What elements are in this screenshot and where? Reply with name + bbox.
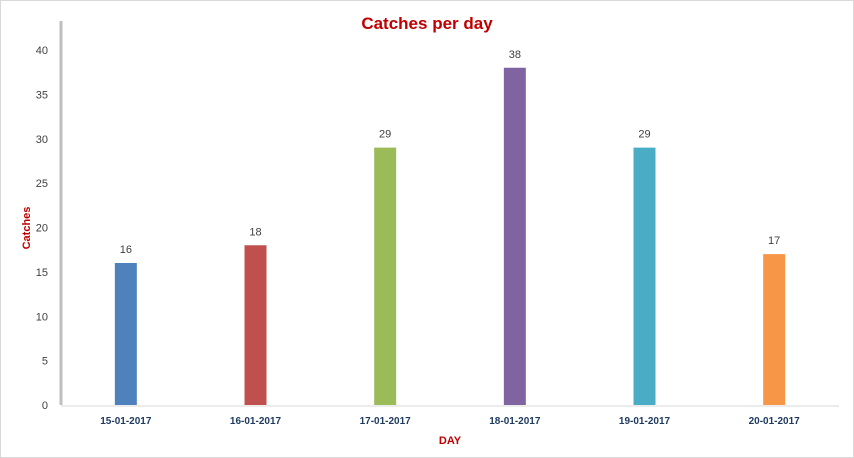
bar bbox=[503, 67, 526, 405]
bars bbox=[114, 67, 786, 405]
bar bbox=[244, 245, 267, 405]
data-label: 29 bbox=[379, 129, 391, 141]
x-tick-label: 20-01-2017 bbox=[749, 416, 801, 427]
y-axis: 0 5 10 15 20 25 30 35 40 bbox=[36, 21, 63, 412]
bar bbox=[114, 263, 137, 405]
x-axis: 15-01-2017 16-01-2017 17-01-2017 18-01-2017… bbox=[61, 405, 839, 427]
y-tick-label: 35 bbox=[36, 89, 48, 101]
y-tick-label: 20 bbox=[36, 223, 48, 235]
x-tick-label: 16-01-2017 bbox=[230, 416, 282, 427]
bar bbox=[763, 254, 786, 405]
y-tick-label: 5 bbox=[42, 356, 48, 368]
chart-title: Catches per day bbox=[361, 14, 493, 33]
y-tick-label: 25 bbox=[36, 178, 48, 190]
x-tick-label: 17-01-2017 bbox=[360, 416, 412, 427]
data-label: 38 bbox=[509, 49, 521, 61]
x-axis-title: DAY bbox=[439, 435, 462, 447]
x-tick-label: 19-01-2017 bbox=[619, 416, 671, 427]
y-tick-label: 40 bbox=[36, 45, 48, 57]
data-label: 16 bbox=[120, 244, 132, 256]
bar bbox=[633, 147, 656, 405]
data-label: 29 bbox=[638, 129, 650, 141]
data-label: 17 bbox=[768, 235, 780, 247]
y-axis-title: Catches bbox=[21, 207, 33, 250]
bar bbox=[374, 147, 397, 405]
y-tick-label: 15 bbox=[36, 267, 48, 279]
y-tick-label: 0 bbox=[42, 400, 48, 412]
data-label: 18 bbox=[249, 226, 261, 238]
data-labels: 16 18 29 38 29 17 bbox=[120, 49, 781, 256]
y-tick-label: 10 bbox=[36, 311, 48, 323]
x-tick-label: 18-01-2017 bbox=[489, 416, 541, 427]
x-tick-label: 15-01-2017 bbox=[100, 416, 152, 427]
y-tick-label: 30 bbox=[36, 134, 48, 146]
